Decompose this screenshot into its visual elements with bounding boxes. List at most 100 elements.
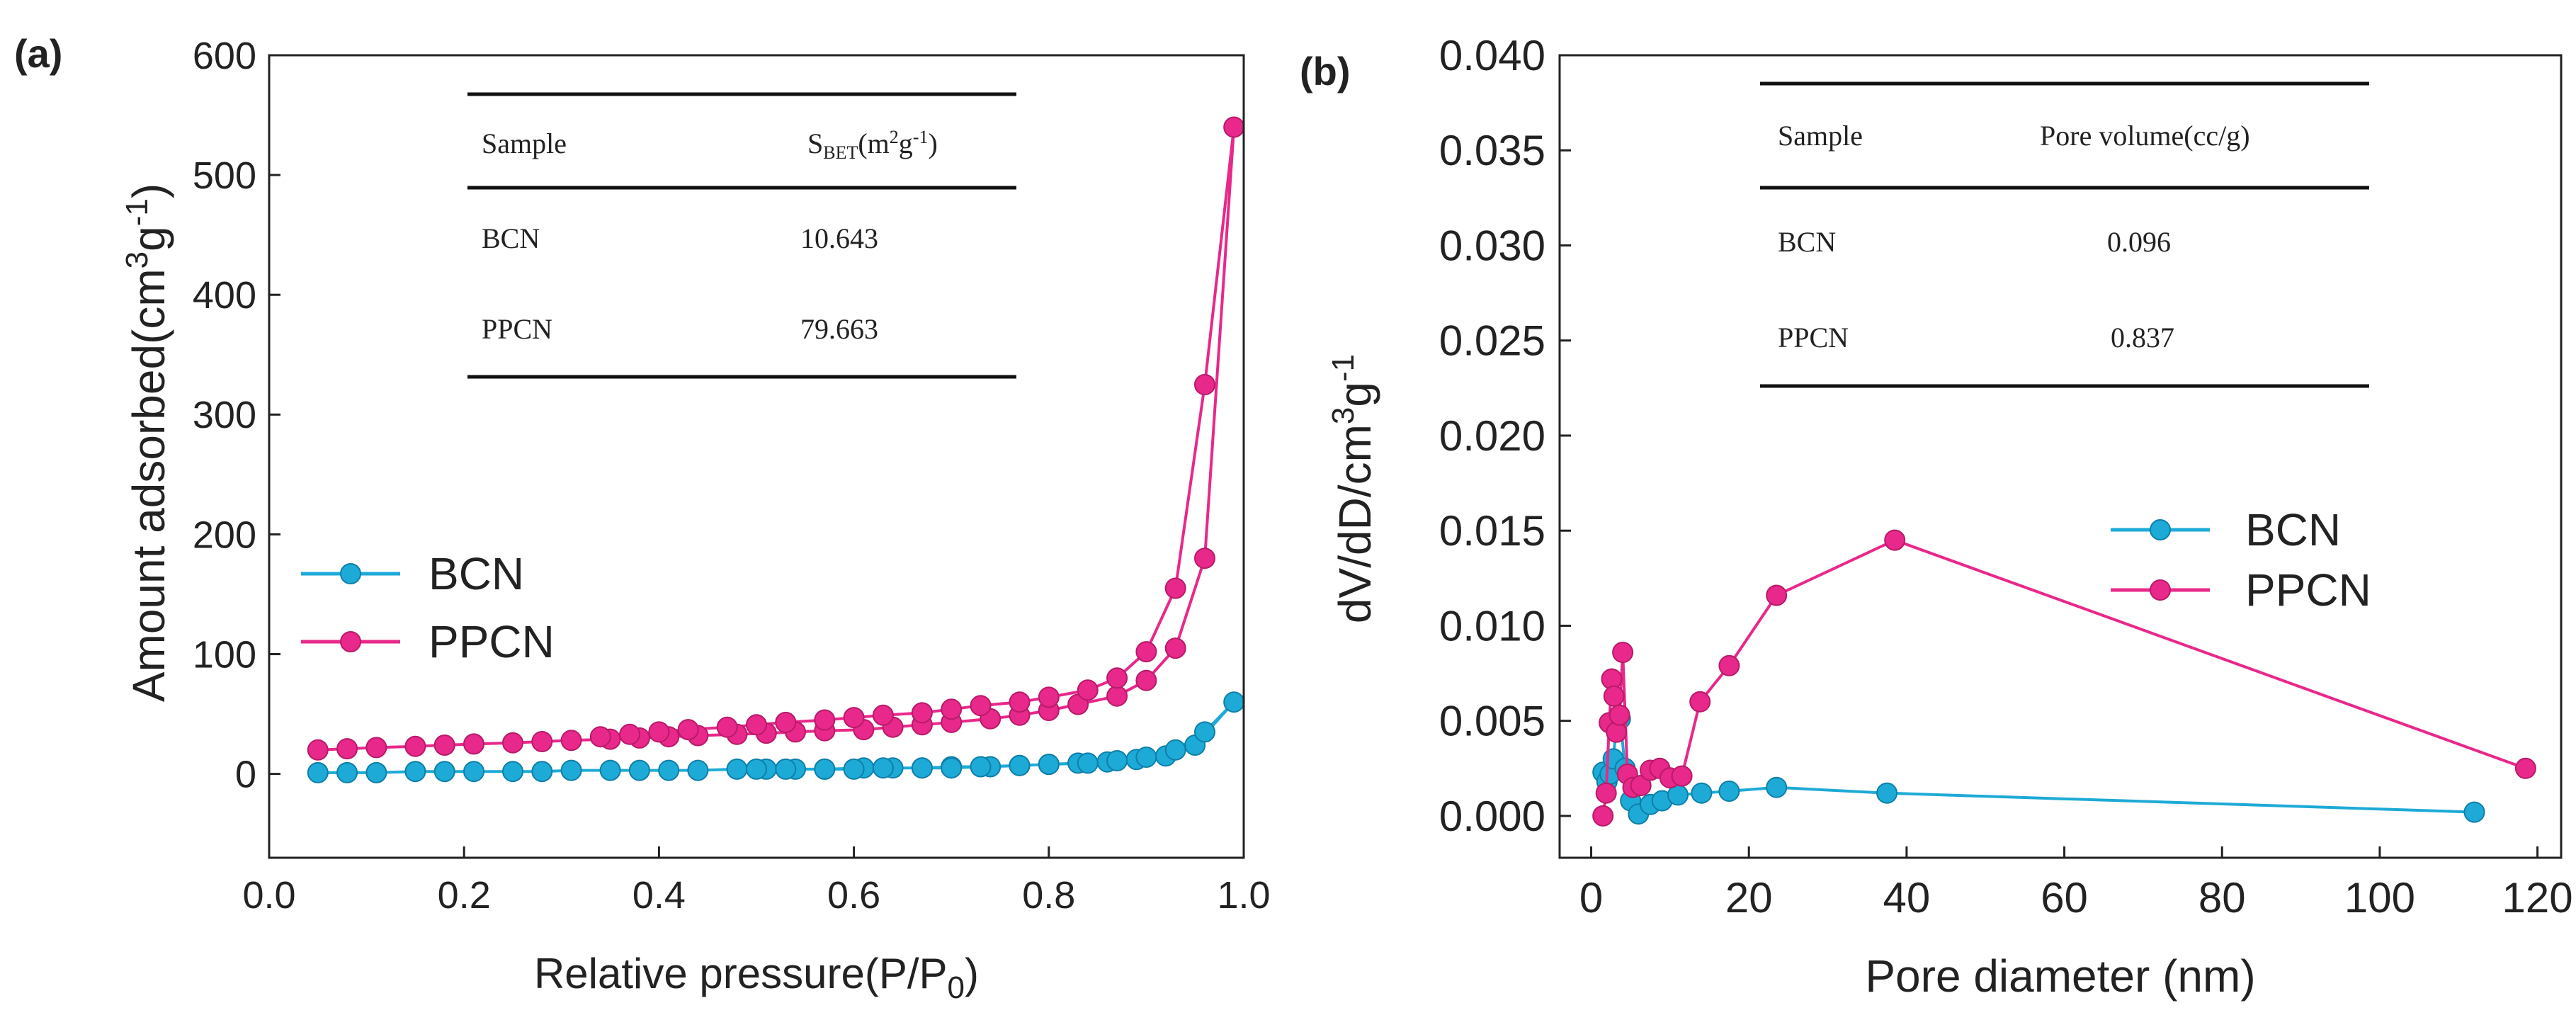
data-point-bcn — [658, 759, 680, 781]
x-tick-label: 0.4 — [632, 874, 686, 917]
data-point-bcn — [1876, 782, 1898, 804]
panel-b-label: (b) — [1300, 49, 1351, 93]
data-point-bcn — [433, 761, 455, 783]
x-tick-label: 80 — [2198, 874, 2246, 922]
panel-a-xlabel: Relative pressure(P/P0) — [534, 950, 979, 1005]
y-tick-label: 0.040 — [1439, 32, 1545, 79]
panel-b-plot-area — [1592, 529, 2536, 827]
data-point-ppcn — [1106, 667, 1128, 689]
panel-a-ylabel: Amount adsorbed(cm3g-1) — [120, 183, 174, 702]
table-b-row2-value: 0.837 — [2111, 322, 2174, 353]
panel-b-inset-table: Sample Pore volume(cc/g) BCN 0.096 PPCN … — [1760, 81, 2369, 388]
data-point-ppcn — [941, 698, 963, 720]
data-point-ppcn — [1595, 782, 1617, 804]
data-point-ppcn — [307, 739, 329, 761]
data-point-ppcn — [1766, 584, 1788, 606]
data-point-ppcn — [502, 732, 523, 754]
data-point-bcn — [1135, 747, 1157, 768]
panel-a-legend: BCN PPCN — [301, 548, 555, 667]
data-point-bcn — [336, 761, 358, 783]
data-point-bcn — [1766, 776, 1788, 798]
panel-b-ylabel: dV/dD/cm3g-1 — [1326, 354, 1380, 623]
data-point-ppcn — [872, 704, 894, 726]
panel-a-xlabel-main: Relative pressure(P/P — [534, 950, 948, 997]
panel-b-ylabel-main: dV/dD/cm — [1329, 424, 1380, 623]
data-point-bcn — [1077, 752, 1099, 774]
table-a-row2-sample: PPCN — [482, 313, 552, 345]
y-tick-label: 0.025 — [1439, 317, 1545, 365]
data-point-ppcn — [1592, 805, 1614, 827]
data-point-bcn — [872, 757, 894, 779]
data-point-bcn — [970, 756, 992, 778]
legend-b-bcn-marker — [2150, 519, 2171, 540]
data-point-bcn — [560, 759, 582, 781]
table-b-header-pore-volume: Pore volume(cc/g) — [2040, 120, 2250, 152]
data-point-bcn — [628, 759, 650, 781]
table-b-row1-sample: BCN — [1778, 226, 1836, 258]
table-b-row1-value: 0.096 — [2107, 226, 2171, 258]
data-point-ppcn — [433, 735, 455, 756]
data-point-bcn — [775, 758, 797, 780]
panel-b-ylabel-sup2: -1 — [1326, 354, 1361, 382]
panel-a-label: (a) — [14, 31, 62, 76]
data-point-ppcn — [589, 726, 611, 748]
data-point-bcn — [2463, 801, 2485, 823]
x-tick-label: 0.6 — [827, 874, 880, 917]
data-point-bcn — [911, 757, 933, 779]
x-tick-label: 100 — [2344, 874, 2415, 922]
panel-a-inset-table: Sample SBET(m2g-1) BCN 10.643 PPCN 79.66… — [467, 92, 1016, 379]
data-point-ppcn — [1608, 704, 1630, 726]
data-point-bcn — [463, 761, 484, 783]
data-point-bcn — [1691, 782, 1713, 804]
adsorption-isotherm-chart: (a) Amount adsorbed(cm3g-1) 0.0 0.2 0.4 0.6… — [14, 31, 1271, 1005]
legend-bcn-label: BCN — [429, 548, 524, 599]
data-point-bcn — [941, 757, 963, 779]
panel-b-frame — [1558, 54, 2563, 859]
data-point-ppcn — [716, 716, 738, 738]
x-tick-label: 0.8 — [1022, 874, 1075, 917]
panel-a-frame — [268, 54, 1245, 859]
data-point-ppcn — [619, 723, 641, 745]
data-point-bcn — [531, 761, 553, 783]
table-a-header-sample: Sample — [482, 127, 567, 159]
panel-b-tick-labels: 0 20 40 60 80 100 120 0.000 0.005 0.010 0.015 0.020… — [1439, 32, 2573, 922]
data-point-ppcn — [814, 709, 836, 731]
legend-bcn-marker — [340, 563, 361, 584]
data-point-bcn — [687, 759, 709, 781]
panel-b-xlabel: Pore diameter (nm) — [1865, 951, 2255, 1002]
legend-ppcn-marker — [340, 631, 361, 652]
panel-a-ylabel-end: ) — [123, 183, 174, 198]
data-point-ppcn — [1135, 669, 1157, 691]
panel-b-ylabel-mid: g — [1329, 382, 1380, 407]
data-point-ppcn — [775, 711, 797, 733]
y-tick-label: 0.020 — [1439, 412, 1545, 460]
data-point-ppcn — [1630, 775, 1652, 796]
data-point-ppcn — [1106, 685, 1128, 707]
data-point-ppcn — [560, 730, 582, 752]
data-point-bcn — [1009, 754, 1031, 776]
data-point-ppcn — [404, 735, 426, 757]
x-tick-label: 0.0 — [242, 874, 295, 917]
data-point-bcn — [599, 759, 621, 781]
data-point-ppcn — [531, 731, 553, 752]
y-tick-label: 0.010 — [1439, 602, 1545, 650]
data-point-bcn — [1223, 691, 1245, 713]
table-a-header-sbet: SBET(m2g-1) — [807, 127, 938, 163]
x-tick-label: 40 — [1883, 874, 1931, 922]
table-a-row1-value: 10.643 — [800, 222, 878, 254]
pore-size-distribution-chart: (b) dV/dD/cm3g-1 0 20 40 60 80 100 120 0.000 0.0… — [1300, 32, 2573, 1002]
series-line-ppcn — [1601, 538, 2526, 817]
data-point-ppcn — [463, 733, 484, 755]
y-tick-label: 0.005 — [1439, 698, 1545, 745]
panel-a-xlabel-sub: 0 — [948, 970, 965, 1005]
data-point-ppcn — [1603, 685, 1625, 707]
panel-b-ylabel-sup1: 3 — [1326, 407, 1361, 424]
y-tick-label: 200 — [193, 514, 256, 556]
data-point-bcn — [1164, 739, 1186, 761]
y-tick-label: 0.035 — [1439, 127, 1545, 174]
data-point-bcn — [1106, 750, 1128, 771]
panel-b-axis-ticks — [1560, 54, 2539, 858]
data-point-ppcn — [677, 719, 699, 741]
y-tick-label: 0 — [235, 754, 256, 796]
